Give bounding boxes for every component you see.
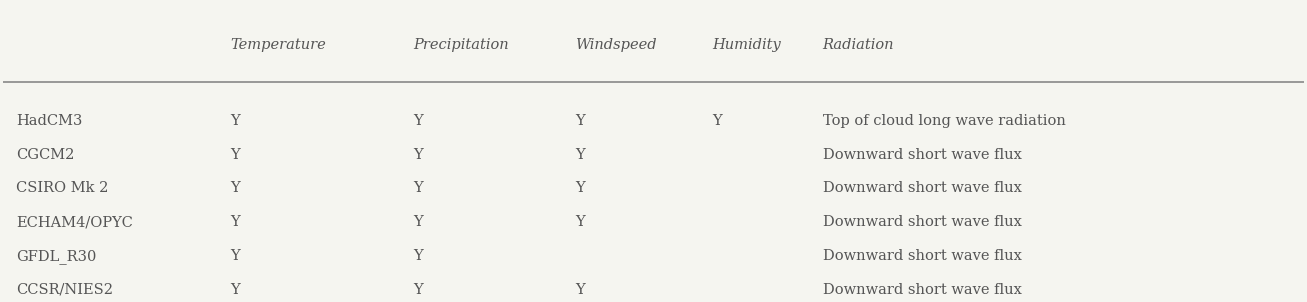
Text: Y: Y [230,182,240,195]
Text: Precipitation: Precipitation [413,38,508,52]
Text: Radiation: Radiation [822,38,894,52]
Text: Y: Y [230,148,240,162]
Text: Y: Y [230,282,240,297]
Text: Downward short wave flux: Downward short wave flux [822,215,1022,229]
Text: CGCM2: CGCM2 [16,148,74,162]
Text: Y: Y [230,114,240,128]
Text: Humidity: Humidity [712,38,780,52]
Text: Downward short wave flux: Downward short wave flux [822,182,1022,195]
Text: Windspeed: Windspeed [575,38,657,52]
Text: CSIRO Mk 2: CSIRO Mk 2 [16,182,108,195]
Text: Y: Y [575,282,586,297]
Text: GFDL_R30: GFDL_R30 [16,249,97,264]
Text: Y: Y [575,182,586,195]
Text: Temperature: Temperature [230,38,327,52]
Text: Top of cloud long wave radiation: Top of cloud long wave radiation [822,114,1065,128]
Text: Downward short wave flux: Downward short wave flux [822,249,1022,263]
Text: ECHAM4/OPYC: ECHAM4/OPYC [16,215,133,229]
Text: Y: Y [575,114,586,128]
Text: Y: Y [413,215,422,229]
Text: Y: Y [230,249,240,263]
Text: Y: Y [413,249,422,263]
Text: Y: Y [413,282,422,297]
Text: Downward short wave flux: Downward short wave flux [822,148,1022,162]
Text: CCSR/NIES2: CCSR/NIES2 [16,282,112,297]
Text: Y: Y [413,182,422,195]
Text: HadCM3: HadCM3 [16,114,82,128]
Text: Y: Y [575,148,586,162]
Text: Downward short wave flux: Downward short wave flux [822,282,1022,297]
Text: Y: Y [230,215,240,229]
Text: Y: Y [413,114,422,128]
Text: Y: Y [575,215,586,229]
Text: Y: Y [712,114,721,128]
Text: Y: Y [413,148,422,162]
